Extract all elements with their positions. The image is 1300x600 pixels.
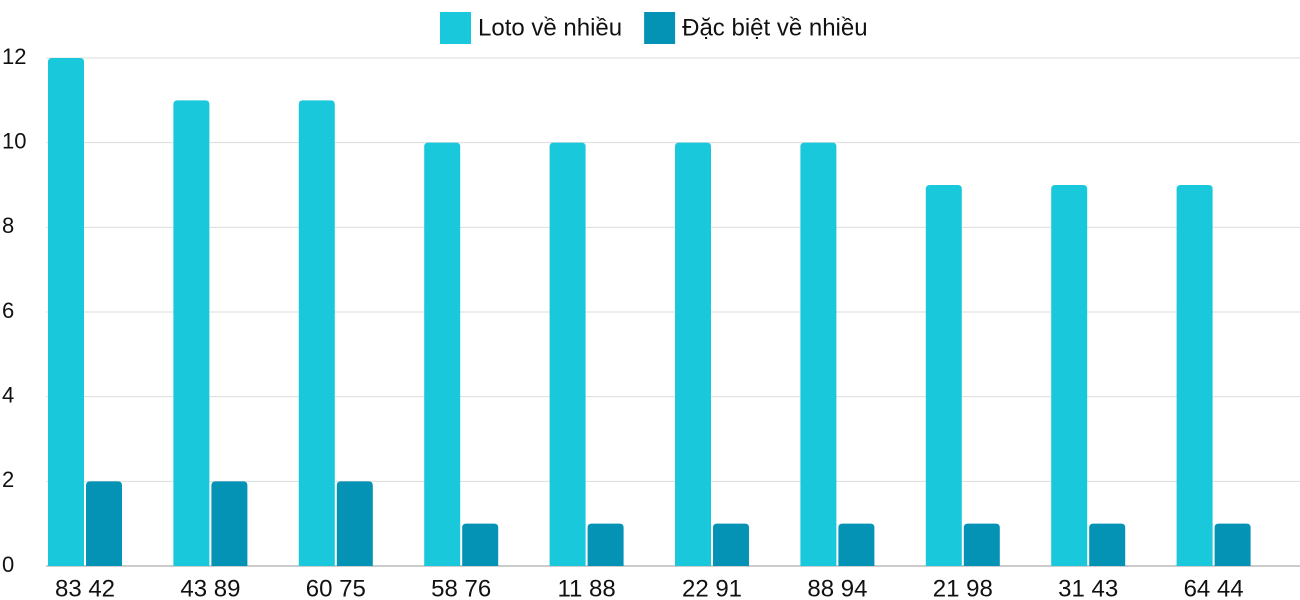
- y-tick-label: 6: [2, 298, 14, 323]
- y-tick-label: 12: [2, 44, 26, 69]
- bar: [675, 142, 711, 566]
- x-tick-label: 11 88: [557, 575, 615, 600]
- x-tick-label: 60 75: [306, 575, 366, 600]
- y-tick-label: 2: [2, 467, 14, 492]
- y-tick-label: 10: [2, 128, 26, 153]
- x-tick-label: 22 91: [682, 575, 742, 600]
- legend-swatch: [440, 12, 471, 44]
- y-tick-label: 8: [2, 213, 14, 238]
- bar: [1051, 185, 1088, 566]
- bar: [838, 523, 875, 566]
- x-tick-label: 43 89: [180, 575, 240, 600]
- bar: [1176, 185, 1213, 566]
- bar: [549, 142, 586, 566]
- x-tick-label: 31 43: [1058, 575, 1118, 600]
- bar: [298, 100, 335, 566]
- bar: [424, 142, 461, 566]
- x-tick-label: 21 98: [933, 575, 993, 600]
- y-tick-label: 0: [2, 552, 14, 577]
- x-tick-label: 88 94: [807, 575, 867, 600]
- x-tick-label: 58 76: [431, 575, 491, 600]
- bar: [462, 523, 499, 566]
- legend-label: Loto về nhiều: [478, 14, 622, 41]
- bar: [86, 481, 122, 566]
- bar: [173, 100, 210, 566]
- bar: [925, 185, 962, 566]
- bar: [1089, 523, 1126, 566]
- bar: [963, 523, 1000, 566]
- bar: [713, 523, 749, 566]
- bar: [211, 481, 248, 566]
- x-tick-label: 64 44: [1184, 575, 1244, 600]
- bar: [587, 523, 624, 566]
- x-tick-label: 83 42: [55, 575, 115, 600]
- bar: [48, 58, 84, 566]
- bar: [1214, 523, 1251, 566]
- legend-label: Đặc biệt về nhiều: [682, 14, 867, 41]
- legend-swatch: [644, 12, 676, 44]
- y-tick-label: 4: [2, 382, 14, 407]
- bar: [336, 481, 373, 566]
- bar: [800, 142, 837, 566]
